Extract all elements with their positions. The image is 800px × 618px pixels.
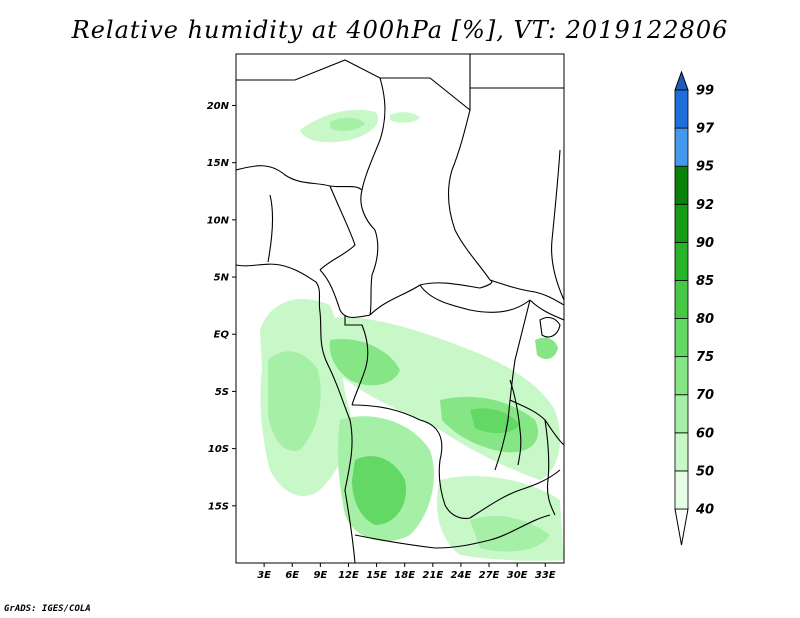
lon-tick-label: 27E [479, 570, 500, 581]
border-drc-east [494, 299, 531, 471]
border-chad-sudan [447, 109, 491, 281]
lon-tick-label: 18E [394, 570, 415, 581]
border-niger-chad [360, 77, 386, 231]
lat-tick-label: 10S [208, 444, 229, 455]
border-car [369, 279, 493, 316]
colorbar-label: 60 [696, 426, 714, 441]
colorbar-label: 97 [696, 122, 715, 137]
lake-tanganyika [509, 379, 522, 466]
lon-tick-label: 24E [451, 570, 472, 581]
colorbar-segment [674, 165, 689, 205]
border-mali-niger [236, 165, 363, 191]
colorbar-segment [674, 432, 689, 472]
humidity-shading [260, 109, 564, 561]
border-sahara-north [236, 54, 471, 112]
colorbar-segment [674, 318, 689, 358]
colorbar-segment [674, 203, 689, 243]
colorbar-segment [674, 89, 689, 129]
colorbar-min-arrow [674, 508, 689, 546]
humidity-area-atlantic-core [268, 351, 321, 451]
lat-tick-label: 15S [208, 501, 229, 512]
colorbar-label: 75 [696, 350, 714, 365]
colorbar-label: 95 [696, 160, 714, 175]
border-zambia [469, 469, 561, 519]
humidity-area-sahel-core [330, 117, 365, 132]
colorbar-segment [674, 356, 689, 396]
colorbar: 40 50 60 70 75 80 85 90 92 95 97 99 [674, 70, 715, 546]
border-drc-north [419, 284, 531, 313]
country-boundaries [236, 54, 564, 563]
humidity-area-angola-core [352, 456, 406, 525]
humidity-area-north-patch [390, 112, 420, 123]
coast-east [551, 149, 564, 301]
coastline-west [236, 263, 356, 563]
lat-tick-label: 5N [214, 273, 230, 284]
longitude-axis: 3E 6E 9E 12E 15E 18E 21E 24E 27E 30E 33E [257, 563, 556, 581]
chart-title: Relative humidity at 400hPa [%], VT: 201… [71, 16, 729, 44]
map-frame [235, 53, 565, 564]
lon-tick-label: 9E [313, 570, 327, 581]
border-congo [344, 315, 369, 406]
colorbar-segment [674, 241, 689, 281]
colorbar-segment [674, 394, 689, 434]
colorbar-segment [674, 470, 689, 510]
colorbar-label: 70 [696, 388, 714, 403]
border-malawi [544, 419, 556, 516]
colorbar-segment [674, 280, 689, 319]
border-sudan-south [489, 279, 564, 306]
border-cameroon [319, 269, 371, 318]
colorbar-label: 85 [696, 274, 714, 289]
lon-tick-label: 15E [366, 570, 387, 581]
lon-tick-label: 21E [422, 570, 443, 581]
border-nigeria [267, 185, 356, 271]
colorbar-segment [674, 127, 689, 167]
colorbar-label: 40 [695, 503, 714, 518]
lat-tick-label: 5S [215, 387, 229, 398]
humidity-area-southeast-core [470, 515, 550, 552]
lat-tick-label: 10N [207, 215, 230, 226]
humidity-area-east-africa [535, 337, 558, 360]
grads-footer: GrADS: IGES/COLA [4, 604, 91, 614]
border-angola [351, 404, 471, 519]
colorbar-label: 92 [696, 198, 714, 213]
lon-tick-label: 33E [535, 570, 556, 581]
lon-tick-label: 30E [507, 570, 528, 581]
humidity-area-east-deep [470, 408, 520, 434]
lat-tick-label: 15N [207, 158, 230, 169]
lat-tick-label: 20N [207, 101, 230, 112]
colorbar-label: 50 [696, 464, 714, 479]
lat-tick-label: EQ [214, 330, 230, 341]
latitude-axis: 20N 15N 10N 5N EQ 5S 10S 15S [207, 101, 236, 512]
humidity-area-congo-core [329, 339, 400, 386]
border-angola-south [354, 514, 551, 549]
lon-tick-label: 12E [338, 570, 359, 581]
colorbar-max-arrow [674, 70, 689, 91]
lon-tick-label: 3E [257, 570, 271, 581]
colorbar-label: 99 [696, 84, 714, 99]
colorbar-label: 90 [696, 236, 714, 251]
lake-victoria [539, 316, 561, 338]
lon-tick-label: 6E [285, 570, 299, 581]
colorbar-label: 80 [696, 312, 714, 327]
border-car-chad [369, 229, 379, 316]
